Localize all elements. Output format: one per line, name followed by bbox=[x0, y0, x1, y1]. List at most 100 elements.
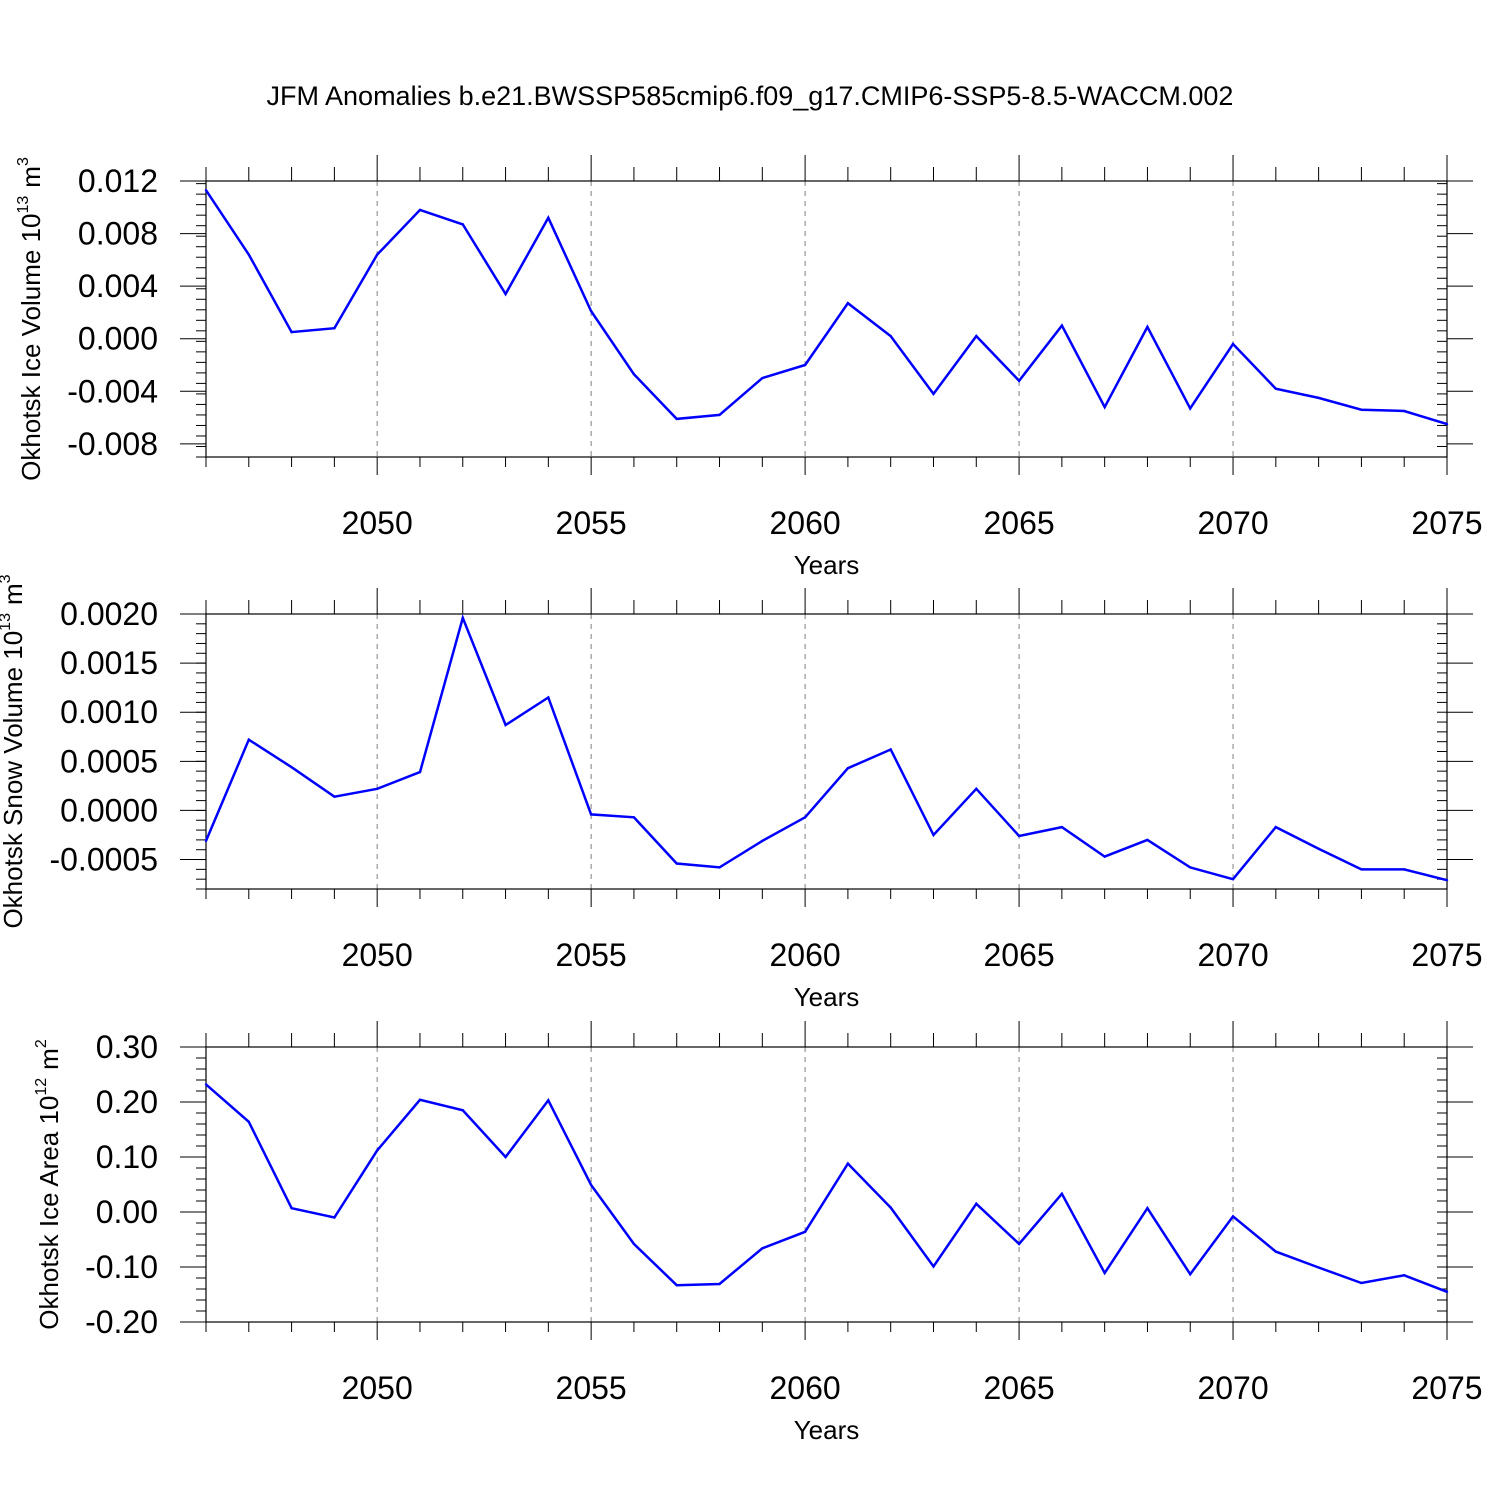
data-point bbox=[461, 1109, 464, 1112]
data-point bbox=[547, 696, 550, 699]
plot-frame bbox=[205, 613, 1448, 890]
data-point bbox=[1360, 408, 1363, 411]
x-tick-label: 2070 bbox=[1197, 937, 1268, 973]
y-axis-label-part: Okhotsk Ice Volume 10 bbox=[16, 214, 46, 481]
data-point bbox=[889, 334, 892, 338]
y-axis-label-part: m bbox=[0, 583, 28, 605]
chart-panel-3: 2050 2055 2060 2065 2070 2075 0.30 0.20 0.10 0.00… bbox=[33, 1021, 1483, 1445]
data-point bbox=[1017, 379, 1021, 382]
data-point bbox=[1360, 1281, 1363, 1285]
y-axis-label-part: 3 bbox=[15, 157, 32, 166]
panels: 2050 2055 2060 2065 2070 2075 0.012 0.008 0.004 0… bbox=[0, 155, 1483, 1445]
data-point bbox=[1060, 1192, 1064, 1196]
data-point bbox=[1060, 324, 1064, 327]
plot-frame bbox=[205, 180, 1448, 458]
x-tick-label: 2070 bbox=[1197, 505, 1268, 541]
y-tick-label: 0.30 bbox=[96, 1029, 158, 1065]
data-point bbox=[1445, 1290, 1449, 1293]
y-axis-label-part: 13 bbox=[0, 613, 14, 631]
data-point bbox=[1103, 1271, 1106, 1275]
data-point bbox=[1403, 868, 1406, 871]
data-point bbox=[1189, 1272, 1192, 1276]
y-tick-label: 0.008 bbox=[78, 216, 158, 252]
data-point bbox=[1274, 387, 1278, 390]
data-point bbox=[290, 766, 293, 769]
data-point bbox=[803, 816, 807, 819]
data-point bbox=[1274, 1250, 1278, 1253]
data-point bbox=[333, 327, 336, 330]
data-point bbox=[1317, 396, 1320, 400]
data-point bbox=[846, 302, 850, 305]
data-point bbox=[333, 1216, 336, 1219]
data-point bbox=[547, 1099, 550, 1102]
y-axis-label-part: 13 bbox=[15, 196, 32, 214]
data-point bbox=[247, 1120, 250, 1124]
series-line bbox=[204, 189, 1448, 426]
x-tick-label: 2050 bbox=[342, 937, 413, 973]
data-point bbox=[375, 1149, 379, 1152]
y-tick-label: 0.0005 bbox=[60, 743, 158, 779]
x-tick-label: 2055 bbox=[556, 937, 627, 973]
y-axis-label-part: 3 bbox=[0, 574, 14, 583]
data-point bbox=[204, 189, 208, 192]
data-point bbox=[718, 413, 721, 417]
figure-title: JFM Anomalies b.e21.BWSSP585cmip6.f09_g1… bbox=[267, 81, 1234, 111]
data-point bbox=[1231, 342, 1235, 346]
data-point bbox=[375, 787, 379, 791]
data-point bbox=[846, 766, 850, 770]
x-tick-label: 2060 bbox=[770, 1370, 841, 1406]
data-point bbox=[418, 1098, 422, 1102]
y-axis-label-part: Okhotsk Snow Volume 10 bbox=[0, 631, 28, 929]
data-point bbox=[675, 1283, 678, 1287]
data-point bbox=[1146, 325, 1149, 329]
data-point bbox=[632, 1242, 636, 1246]
data-point bbox=[461, 616, 464, 620]
data-point bbox=[1103, 855, 1106, 858]
x-tick-label: 2055 bbox=[556, 505, 627, 541]
x-tick-label: 2075 bbox=[1411, 937, 1482, 973]
data-point bbox=[889, 748, 892, 751]
x-tick-label: 2065 bbox=[983, 505, 1054, 541]
x-tick-label: 2055 bbox=[556, 1370, 627, 1406]
data-point bbox=[761, 376, 764, 380]
y-axis-label-part: Okhotsk Ice Area 10 bbox=[34, 1096, 64, 1330]
y-tick-label: 0.0020 bbox=[60, 596, 158, 632]
data-point bbox=[375, 253, 379, 256]
data-point bbox=[1317, 847, 1320, 850]
y-axis-label: Okhotsk Ice Area 1012 m2 bbox=[33, 1039, 64, 1330]
data-point bbox=[718, 866, 721, 869]
y-tick-label: -0.004 bbox=[67, 373, 158, 409]
x-axis-label: Years bbox=[794, 1415, 860, 1445]
data-point bbox=[1403, 1274, 1406, 1277]
data-point bbox=[1274, 825, 1278, 829]
chart-panel-1: 2050 2055 2060 2065 2070 2075 0.012 0.008 0.004 0… bbox=[15, 155, 1483, 580]
data-point bbox=[1445, 422, 1449, 426]
y-axis-label-part: 12 bbox=[33, 1078, 50, 1096]
plot-frame bbox=[205, 1046, 1448, 1323]
x-tick-label: 2075 bbox=[1411, 505, 1482, 541]
data-point bbox=[932, 1265, 935, 1268]
y-axis-label-part: 2 bbox=[33, 1039, 50, 1048]
y-tick-label: 0.0010 bbox=[60, 694, 158, 730]
y-tick-label: 0.012 bbox=[78, 163, 158, 199]
data-point bbox=[1189, 407, 1192, 410]
data-point bbox=[547, 216, 550, 219]
data-point bbox=[247, 738, 250, 741]
data-point bbox=[846, 1162, 850, 1165]
data-point bbox=[290, 330, 293, 334]
data-point bbox=[290, 1206, 293, 1210]
series-line bbox=[204, 613, 1448, 882]
data-point bbox=[932, 392, 935, 396]
y-tick-label: 0.004 bbox=[78, 268, 158, 304]
data-point bbox=[632, 816, 636, 819]
data-point bbox=[1017, 1242, 1021, 1246]
y-tick-label: -0.20 bbox=[85, 1304, 158, 1340]
y-tick-label: 0.0000 bbox=[60, 792, 158, 828]
data-point bbox=[589, 309, 593, 313]
data-point bbox=[718, 1282, 721, 1286]
y-axis-label-part: m bbox=[16, 166, 46, 188]
data-point bbox=[803, 363, 807, 367]
data-point bbox=[333, 795, 336, 798]
y-tick-label: -0.008 bbox=[67, 426, 158, 462]
x-tick-label: 2060 bbox=[770, 505, 841, 541]
